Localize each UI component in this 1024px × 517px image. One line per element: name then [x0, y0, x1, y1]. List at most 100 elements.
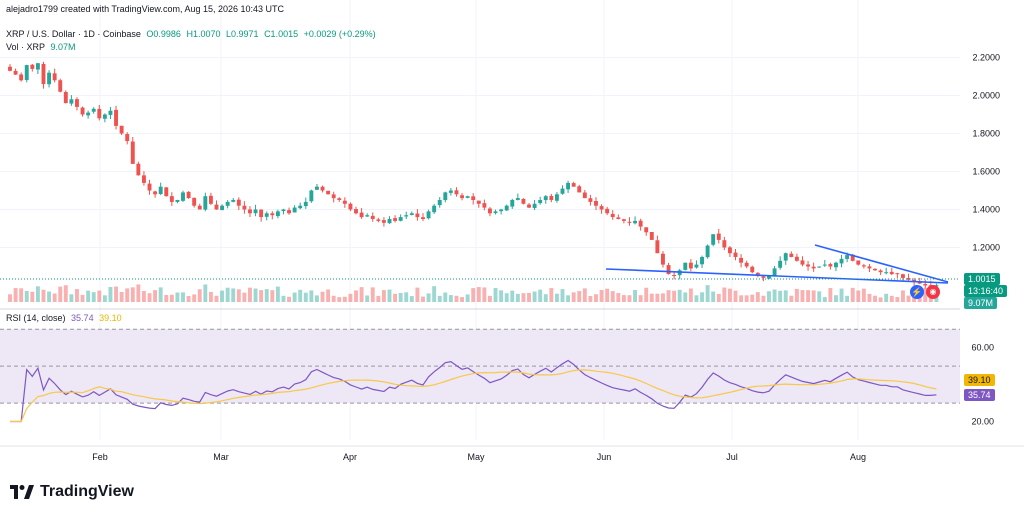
candle-body — [504, 205, 509, 211]
candle-body — [772, 268, 777, 277]
volume-bar — [214, 295, 219, 302]
volume-bar — [287, 296, 291, 302]
candle-body — [465, 196, 470, 198]
rsi-ma-tag: 39.10 — [964, 374, 995, 386]
volume-bar — [359, 287, 364, 302]
volume-bar — [97, 290, 102, 302]
candle-body — [912, 279, 917, 282]
candle-body — [393, 218, 398, 221]
price-axis[interactable]: 2.2000 2.0000 1.8000 1.6000 1.4000 1.2000 60.0… — [971, 53, 1000, 427]
volume-bar — [275, 286, 280, 302]
volume-bar — [443, 292, 448, 302]
volume-bar — [264, 289, 269, 302]
rsi-header: RSI (14, close) 35.74 39.10 — [6, 313, 125, 323]
ohlc-open: O0.9986 — [146, 29, 181, 39]
candle-body — [510, 200, 515, 207]
event-icons[interactable]: ⚡ ◉ — [910, 285, 940, 299]
volume-bar — [510, 290, 515, 302]
volume-bar — [80, 294, 85, 302]
volume-bar — [86, 290, 91, 302]
volume-bar — [432, 286, 437, 302]
candle-body — [577, 186, 582, 193]
candle-body — [716, 233, 721, 240]
rsi-label[interactable]: RSI (14, close) — [6, 313, 66, 323]
candle-body — [621, 219, 626, 221]
month-tick-label: Apr — [343, 452, 357, 462]
candle-body — [287, 210, 291, 214]
volume-bar — [616, 293, 621, 302]
flag-icon[interactable]: ◉ — [926, 285, 940, 299]
volume-bar — [661, 293, 665, 302]
candle-body — [655, 240, 660, 254]
candle-body — [884, 272, 889, 274]
candle-body — [186, 191, 191, 199]
volume-bar — [387, 289, 392, 302]
candle-body — [236, 199, 241, 206]
volume-bar — [900, 290, 905, 302]
ohlc-low: L0.9971 — [226, 29, 259, 39]
rsi-line — [10, 359, 937, 423]
candle-body — [493, 211, 498, 214]
volume-bar — [404, 292, 409, 302]
candle-body — [158, 186, 163, 194]
rsi-pane[interactable] — [0, 308, 960, 423]
candle-body — [63, 91, 68, 104]
candle-body — [649, 232, 654, 240]
candle-body — [264, 213, 269, 217]
volume-bar — [761, 295, 766, 302]
volume-bar — [208, 291, 213, 302]
ohlc-high: H1.0070 — [186, 29, 221, 39]
volume-header: Vol · XRP 9.07M — [6, 42, 79, 52]
volume-bar — [415, 287, 420, 302]
candle-body — [404, 215, 409, 217]
month-tick-label: Mar — [213, 452, 229, 462]
volume-bar — [158, 287, 163, 302]
volume-bar — [331, 295, 336, 302]
candle-body — [789, 253, 794, 257]
volume-bar — [35, 286, 40, 302]
time-axis[interactable]: Feb Mar Apr May Jun Jul Aug — [0, 445, 1024, 462]
candle-body — [398, 217, 403, 221]
candle-body — [515, 198, 520, 200]
volume-bar — [744, 295, 749, 302]
brand-name: TradingView — [40, 483, 134, 500]
candle-body — [889, 271, 894, 275]
volume-bar — [24, 290, 29, 302]
price-chart[interactable]: 2.2000 2.0000 1.8000 1.6000 1.4000 1.2000 60.0… — [0, 0, 1024, 470]
candle-body — [141, 175, 146, 183]
candle-body — [136, 163, 141, 176]
tradingview-logo[interactable]: TradingView — [10, 483, 134, 501]
volume-bar — [376, 295, 381, 302]
volume-bar — [571, 292, 576, 302]
candle-body — [800, 260, 805, 265]
price-tick-label: 1.6000 — [972, 167, 1000, 177]
candle-body — [923, 284, 928, 286]
volume-bar — [41, 289, 46, 302]
price-tick-label: 2.0000 — [972, 91, 1000, 101]
volume-bar — [476, 287, 481, 302]
volume-bar — [58, 286, 63, 302]
candle-body — [666, 265, 671, 275]
volume-bar — [108, 286, 113, 302]
candle-body — [248, 209, 252, 214]
candle-body — [895, 273, 900, 275]
volume-bar — [839, 288, 844, 302]
candle-body — [231, 200, 236, 202]
candle-body — [147, 183, 152, 191]
volume-bar — [69, 294, 74, 302]
volume-bar — [220, 290, 225, 302]
trendlines[interactable] — [605, 244, 949, 284]
volume-bar — [119, 291, 124, 302]
symbol-name[interactable]: XRP / U.S. Dollar · 1D · Coinbase — [6, 29, 141, 39]
candle-body — [582, 192, 587, 199]
candle-body — [259, 209, 264, 218]
volume-bar — [309, 290, 314, 302]
candle-body — [727, 247, 732, 254]
volume-bar — [733, 290, 738, 302]
volume-bar — [700, 292, 704, 302]
volume-bar — [259, 290, 264, 302]
candle-body — [359, 212, 364, 218]
lightning-icon[interactable]: ⚡ — [910, 285, 924, 299]
volume-bar — [102, 295, 107, 302]
volume-label[interactable]: Vol · XRP — [6, 42, 46, 52]
